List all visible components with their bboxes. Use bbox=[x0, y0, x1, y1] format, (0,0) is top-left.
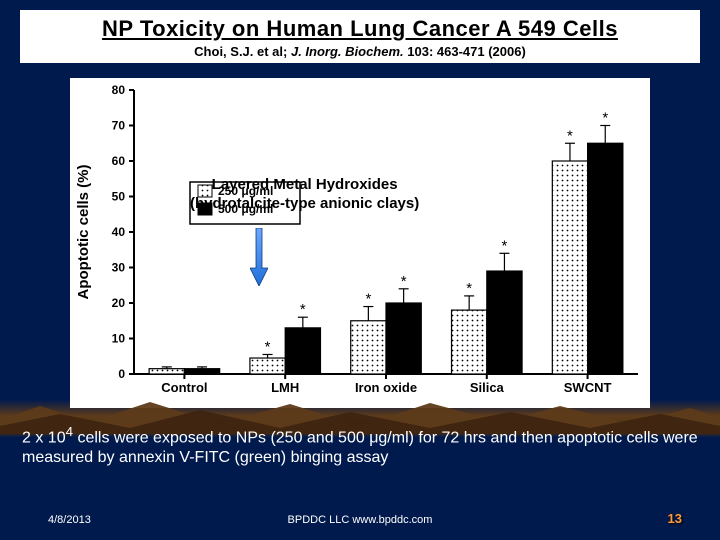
svg-text:*: * bbox=[365, 291, 371, 308]
annotation-line1: Layered Metal Hydroxides bbox=[190, 176, 419, 195]
svg-text:SWCNT: SWCNT bbox=[564, 380, 612, 395]
svg-text:*: * bbox=[602, 110, 608, 127]
svg-text:*: * bbox=[401, 273, 407, 290]
svg-text:40: 40 bbox=[112, 225, 126, 239]
svg-text:70: 70 bbox=[112, 119, 126, 133]
slide-root: NP Toxicity on Human Lung Cancer A 549 C… bbox=[0, 0, 720, 540]
svg-text:50: 50 bbox=[112, 190, 126, 204]
footer-page-number: 13 bbox=[668, 511, 682, 526]
caption-sup: 4 bbox=[66, 424, 73, 439]
svg-text:0: 0 bbox=[118, 367, 125, 381]
title-band: NP Toxicity on Human Lung Cancer A 549 C… bbox=[20, 10, 700, 63]
slide-caption: 2 x 104 cells were exposed to NPs (250 a… bbox=[22, 424, 698, 468]
svg-text:10: 10 bbox=[112, 332, 126, 346]
svg-text:*: * bbox=[567, 127, 573, 144]
chart-svg: 0 10 20 30 40 50 60 70 80 Apoptotic cells (%) Cont… bbox=[70, 78, 650, 408]
annotation-arrow-icon bbox=[250, 228, 268, 286]
svg-text:*: * bbox=[466, 280, 472, 297]
svg-text:*: * bbox=[502, 237, 508, 254]
journal: J. Inorg. Biochem. bbox=[291, 44, 404, 59]
authors: Choi, S.J. et al; bbox=[194, 44, 291, 59]
svg-text:30: 30 bbox=[112, 261, 126, 275]
svg-text:Iron oxide: Iron oxide bbox=[355, 380, 417, 395]
svg-text:LMH: LMH bbox=[271, 380, 299, 395]
svg-text:*: * bbox=[265, 338, 271, 355]
svg-text:Control: Control bbox=[161, 380, 207, 395]
svg-text:Silica: Silica bbox=[470, 380, 505, 395]
svg-text:*: * bbox=[300, 301, 306, 318]
slide-citation: Choi, S.J. et al; J. Inorg. Biochem. 103… bbox=[30, 44, 690, 59]
annotation-line2: (hydrotalcite-type anionic clays) bbox=[190, 195, 419, 214]
bar-chart: 0 10 20 30 40 50 60 70 80 Apoptotic cells (%) Cont… bbox=[70, 78, 650, 408]
svg-text:60: 60 bbox=[112, 154, 126, 168]
slide-title: NP Toxicity on Human Lung Cancer A 549 C… bbox=[30, 16, 690, 42]
citation: 103: 463-471 (2006) bbox=[404, 44, 526, 59]
svg-text:20: 20 bbox=[112, 296, 126, 310]
footer-org: BPDDC LLC www.bpddc.com bbox=[0, 514, 720, 526]
caption-post: cells were exposed to NPs (250 and 500 μ… bbox=[22, 429, 698, 466]
chart-annotation: Layered Metal Hydroxides (hydrotalcite-t… bbox=[190, 176, 419, 214]
svg-text:Apoptotic cells (%): Apoptotic cells (%) bbox=[75, 164, 92, 299]
caption-pre: 2 x 10 bbox=[22, 429, 66, 446]
svg-text:80: 80 bbox=[112, 83, 126, 97]
